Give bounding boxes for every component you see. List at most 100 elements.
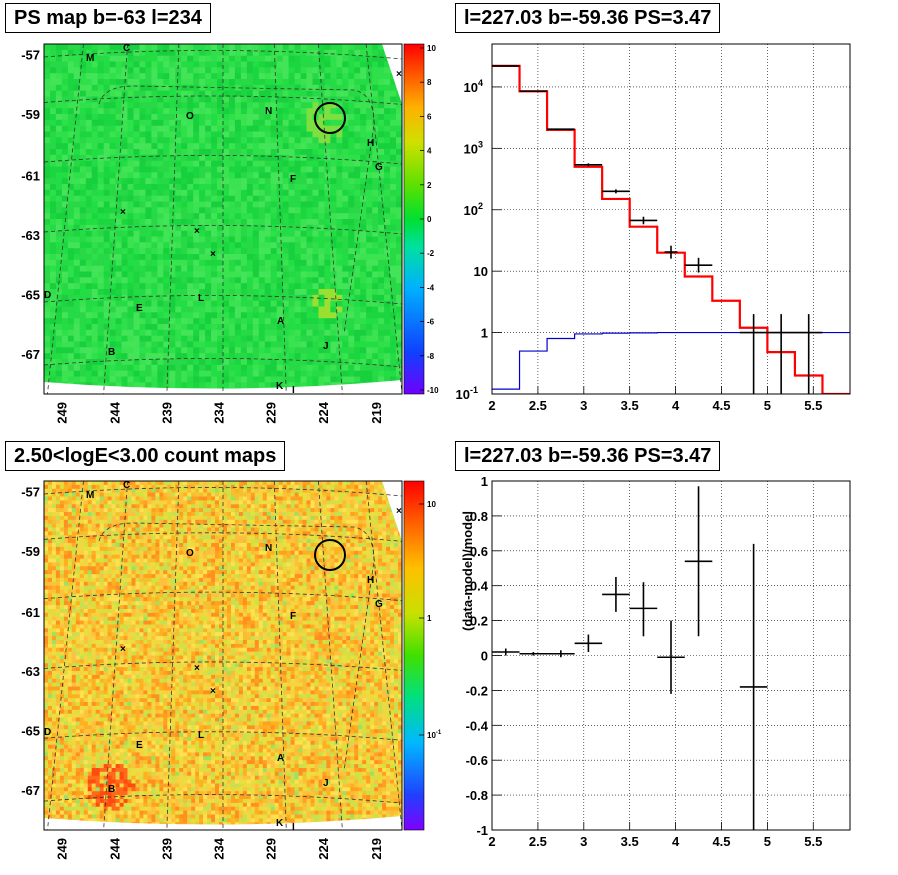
spectrum-title: l=227.03 b=-59.36 PS=3.47	[455, 3, 721, 33]
source-label-k: K	[276, 818, 284, 829]
ps-colorbar-tick-label: 8	[427, 78, 432, 87]
longitude-line	[103, 43, 128, 395]
ps-colorbar-tick-label: -8	[427, 352, 435, 361]
lon-tick-label: 244	[108, 837, 123, 859]
background-step-line	[492, 331, 850, 390]
source-label-g: G	[375, 162, 383, 173]
source-label-a: A	[277, 753, 284, 764]
lat-tick-label: -63	[21, 664, 40, 679]
latitude-line	[43, 487, 403, 497]
map-lower-edge	[44, 816, 402, 830]
lon-tick-label: 219	[369, 838, 384, 860]
ps-colorbar-tick-label: 6	[427, 112, 432, 121]
count-map-cells	[44, 481, 402, 830]
spectrum-x-tick-label: 4	[672, 398, 680, 413]
lat-tick-label: -59	[21, 544, 40, 559]
longitude-line	[47, 480, 84, 831]
lon-tick-label: 224	[316, 401, 331, 423]
latitude-line	[43, 731, 403, 741]
residual-x-tick-label: 2	[488, 834, 495, 849]
source-label-d: D	[44, 290, 51, 301]
spectrum-y-tick-label: 102	[464, 201, 483, 218]
ps-map-cells	[44, 44, 402, 394]
map-frame	[43, 480, 403, 831]
spectrum-x-tick-label: 2	[488, 398, 495, 413]
longitude-line	[166, 43, 180, 395]
source-label-h: H	[367, 138, 374, 149]
ps-colorbar-tick-label: 10	[427, 44, 436, 53]
residual-y-axis-label: (data-model)/model	[460, 511, 475, 631]
lon-tick-label: 224	[316, 837, 331, 859]
ps-colorbar-tick-label: -6	[427, 318, 435, 327]
lat-tick-label: -61	[21, 168, 40, 183]
residual-x-tick-label: 3.5	[621, 834, 639, 849]
source-label-e: E	[136, 740, 143, 751]
residual-y-tick-label: 0	[481, 649, 488, 664]
ps-colorbar-tick-label: 0	[427, 215, 432, 224]
spectrum-x-tick-label: 5.5	[804, 398, 822, 413]
region-boundary	[98, 85, 375, 335]
lon-tick-label: 239	[160, 402, 175, 424]
source-label-l: L	[198, 730, 204, 741]
source-label-e: E	[136, 303, 143, 314]
spectrum-y-tick-label: 1	[481, 326, 488, 341]
source-label-o: O	[186, 548, 194, 559]
target-circle	[314, 102, 346, 134]
residual-y-tick-label: 0.4	[470, 579, 489, 594]
ps-colorbar-tick-label: -4	[427, 283, 435, 292]
lon-tick-label: 249	[55, 838, 70, 860]
cross-marker: ×	[120, 644, 126, 655]
residual-x-tick-label: 4.5	[712, 834, 730, 849]
residual-y-tick-label: -0.4	[466, 718, 489, 733]
tick-exponent: 3	[478, 139, 483, 149]
map-corner-edge	[382, 481, 402, 541]
source-label-b: B	[108, 347, 115, 358]
lat-tick-label: -65	[21, 724, 40, 739]
source-label-l: L	[198, 293, 204, 304]
source-label-n: N	[265, 543, 272, 554]
latitude-line	[43, 95, 403, 105]
residual-title: l=227.03 b=-59.36 PS=3.47	[455, 441, 721, 471]
spectrum-y-tick-label: 10-1	[456, 385, 478, 402]
spectrum-y-tick-label: 104	[464, 78, 483, 95]
longitude-line	[318, 43, 343, 395]
latitude-line	[43, 295, 403, 305]
count-colorbar	[403, 480, 425, 831]
longitude-line	[47, 43, 84, 395]
source-label-n: N	[265, 106, 272, 117]
count-colorbar-tick-label: 10	[427, 500, 436, 509]
source-label-j: J	[323, 778, 329, 789]
lon-tick-label: 244	[108, 401, 123, 423]
residual-y-tick-label: -1	[476, 823, 488, 838]
source-label-f: F	[290, 611, 296, 622]
count-map-panel: M C O N H G F D E L A J B K I × × × × -57 -59 -61 -63 -65 -67 249…	[21, 480, 442, 860]
source-label-m: M	[86, 490, 94, 501]
longitude-line	[365, 480, 403, 831]
latitude-line	[43, 358, 403, 368]
longitude-line	[318, 480, 343, 831]
lon-tick-label: 229	[263, 838, 278, 860]
residual-x-tick-label: 5	[764, 834, 771, 849]
ps-colorbar-tick-label: -10	[427, 386, 439, 395]
spectrum-x-tick-label: 2.5	[529, 398, 547, 413]
source-label-h: H	[367, 575, 374, 586]
model-step-line	[492, 64, 850, 394]
source-label-m: M	[86, 53, 94, 64]
residual-y-tick-label: 0.2	[470, 614, 488, 629]
source-label-c: C	[123, 480, 130, 491]
cross-marker: ×	[210, 249, 216, 260]
lat-tick-label: -57	[21, 48, 40, 63]
source-label-c: C	[123, 43, 130, 54]
residual-y-tick-label: 0.6	[470, 544, 488, 559]
map-coordinate-grid	[43, 43, 403, 395]
source-label-j: J	[323, 341, 329, 352]
cross-marker: ×	[396, 506, 402, 517]
source-label-i: I	[292, 385, 295, 396]
spectrum-panel: 2 2.5 3 3.5 4 4.5 5 5.5 10-1 1 10 102 103 104	[456, 43, 851, 413]
tick-exponent: 4	[478, 78, 483, 88]
lon-tick-label: 249	[55, 402, 70, 424]
lat-tick-label: -61	[21, 605, 40, 620]
longitude-line	[273, 43, 287, 395]
spectrum-y-tick-label: 103	[464, 139, 483, 156]
source-label-d: D	[44, 727, 51, 738]
